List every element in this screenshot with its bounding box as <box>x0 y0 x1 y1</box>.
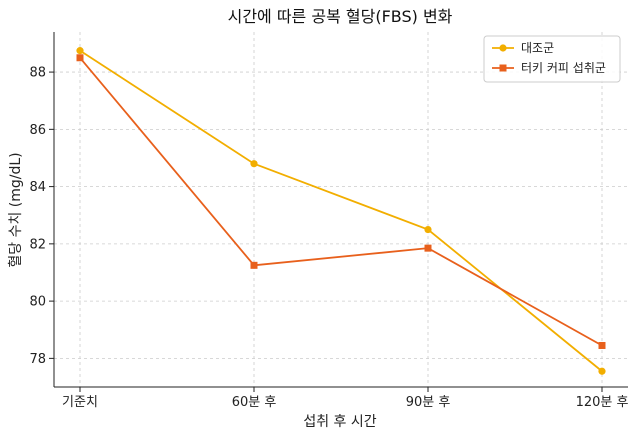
legend-label: 터키 커피 섭취군 <box>521 61 606 75</box>
series-1 <box>76 47 606 375</box>
x-tick-label: 60분 후 <box>232 395 277 410</box>
data-point <box>424 225 432 234</box>
y-ticks: 78 80 82 84 86 88 <box>29 66 54 367</box>
data-point <box>250 160 258 168</box>
data-point <box>76 47 84 55</box>
x-tick-label: 기준치 <box>62 395 98 410</box>
data-point <box>598 341 606 349</box>
legend-marker <box>499 44 507 52</box>
data-point <box>250 261 258 269</box>
data-point <box>424 244 432 252</box>
legend-box <box>483 35 621 83</box>
axes <box>53 32 628 388</box>
legend-marker <box>499 64 507 72</box>
y-tick-label: 84 <box>29 180 46 195</box>
legend-label: 대조군 <box>521 41 554 55</box>
series-line <box>79 49 603 372</box>
series-group <box>76 47 606 375</box>
y-tick-label: 86 <box>29 123 46 138</box>
x-ticks: 기준치 60분 후 90분 후 120분 후 <box>62 387 628 410</box>
x-axis-title: 섭취 후 시간 <box>303 414 376 430</box>
y-axis-title: 혈당 수치 (mg/dL) <box>8 152 24 267</box>
chart-title: 시간에 따른 공복 혈당(FBS) 변화 <box>228 7 453 26</box>
series-line <box>79 57 603 347</box>
y-tick-label: 82 <box>29 237 46 252</box>
data-point <box>76 54 84 62</box>
y-tick-label: 88 <box>29 66 46 81</box>
y-tick-label: 78 <box>29 352 46 367</box>
y-tick-label: 80 <box>29 295 46 310</box>
x-tick-label: 120분 후 <box>576 395 629 410</box>
x-tick-label: 90분 후 <box>406 395 451 410</box>
grid <box>54 32 628 387</box>
data-point <box>598 367 606 375</box>
series-2 <box>76 54 606 349</box>
